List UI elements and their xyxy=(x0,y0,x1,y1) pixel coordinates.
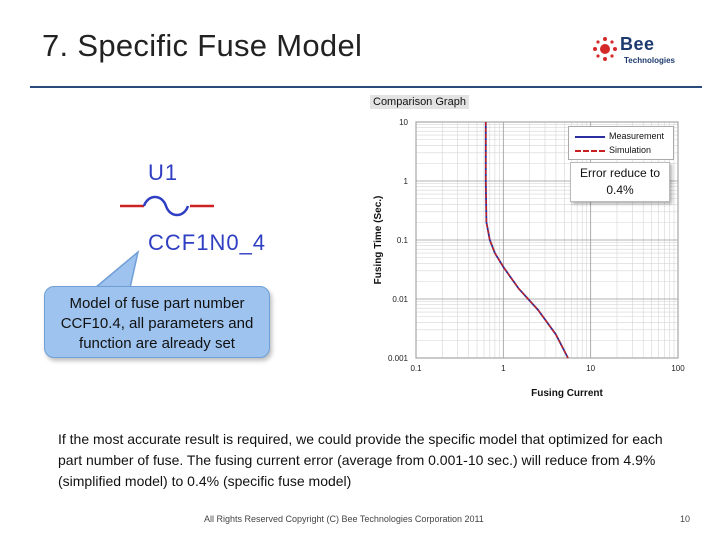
copyright-footer: All Rights Reserved Copyright (C) Bee Te… xyxy=(204,514,484,524)
callout-text: Model of fuse part number CCF10.4, all p… xyxy=(60,295,254,352)
logo-name: Bee xyxy=(620,34,655,54)
slide-title: 7. Specific Fuse Model xyxy=(42,28,363,63)
company-logo: Bee Technologies xyxy=(592,30,702,74)
series-line-simulation xyxy=(485,122,569,359)
page-number: 10 xyxy=(680,514,691,524)
legend-item-measurement: Measurement xyxy=(575,130,671,144)
x-tick-label: 10 xyxy=(586,364,595,373)
x-tick-label: 0.1 xyxy=(410,364,422,373)
legend-swatch-simulation xyxy=(575,150,605,152)
fuse-symbol-icon xyxy=(120,195,214,217)
chart-legend: Measurement Simulation xyxy=(568,126,674,160)
y-tick-label: 0.1 xyxy=(397,236,409,245)
legend-label-simulation: Simulation xyxy=(609,145,652,155)
y-tick-label: 0.01 xyxy=(392,295,408,304)
x-tick-label: 1 xyxy=(501,364,506,373)
callout-box: Model of fuse part number CCF10.4, all p… xyxy=(44,286,270,358)
body-paragraph: If the most accurate result is required,… xyxy=(58,431,663,489)
part-reference: U1 xyxy=(148,160,179,185)
y-tick-label: 1 xyxy=(404,177,409,186)
comparison-chart: 0.1 1 10 100 0.001 0.01 0.1 1 10 Fusing Current Fu… xyxy=(373,118,685,399)
y-axis-label: Fusing Time (Sec.) xyxy=(373,196,384,285)
bee-logo-icon xyxy=(593,37,617,61)
x-axis-label: Fusing Current xyxy=(531,388,603,399)
legend-item-simulation: Simulation xyxy=(575,144,671,158)
graph-title: Comparison Graph xyxy=(370,95,469,109)
y-tick-label: 0.001 xyxy=(388,354,409,363)
error-note-box: Error reduce to 0.4% xyxy=(570,162,670,202)
callout-pointer xyxy=(92,250,140,289)
legend-label-measurement: Measurement xyxy=(609,131,665,141)
logo-subtitle: Technologies xyxy=(624,56,675,65)
x-tick-label: 100 xyxy=(671,364,685,373)
title-divider xyxy=(30,86,702,88)
legend-swatch-measurement xyxy=(575,136,605,138)
part-number: CCF1N0_4 xyxy=(148,230,267,255)
y-tick-label: 10 xyxy=(399,118,408,127)
